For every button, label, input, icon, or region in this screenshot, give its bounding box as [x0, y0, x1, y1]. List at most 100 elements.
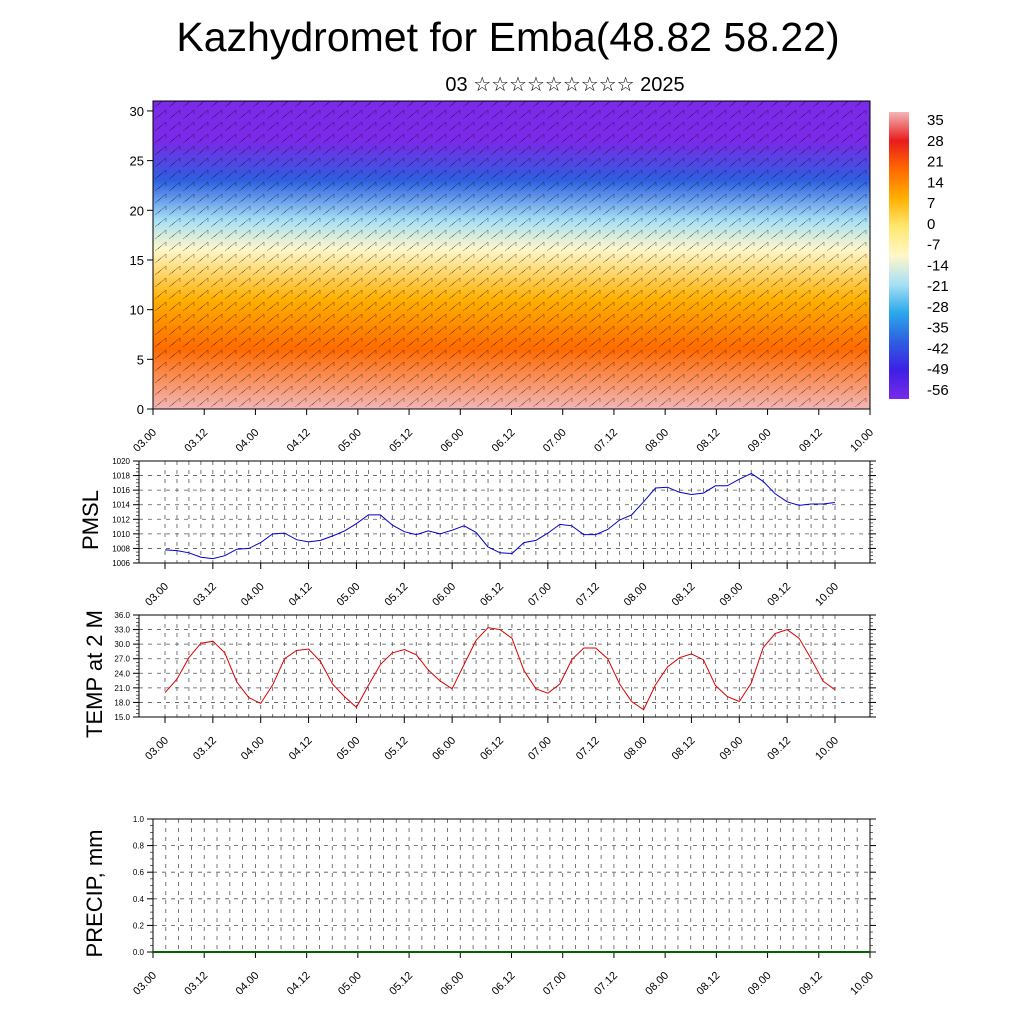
- colorbar-gradient: [889, 112, 909, 399]
- y-tick-label: 0.2: [133, 921, 145, 930]
- x-tick-label: 07.12: [592, 970, 620, 998]
- profile-x-tick-label: 08.12: [695, 427, 723, 455]
- x-tick-label: 05.00: [335, 581, 363, 609]
- profile-x-axis: 03.00 03.12 04.00 04.12 05.00 05.12 06.00 06.12…: [131, 409, 876, 455]
- x-tick-label: 09.00: [746, 970, 774, 998]
- x-tick-label: 03.00: [143, 581, 171, 609]
- y-axis-label: PMSL: [78, 490, 103, 550]
- x-tick-label: 07.12: [574, 735, 602, 763]
- x-tick-label: 07.12: [574, 581, 602, 609]
- y-tick-label: 1018: [112, 472, 130, 481]
- x-tick-label: 07.00: [541, 970, 569, 998]
- precip-panel: 0.0 0.2 0.4 0.6 0.8 1.0 03.00 03.12 04.00 04.12 05…: [82, 815, 876, 998]
- plot-frame: [138, 614, 871, 718]
- profile-y-tick-label: 30: [130, 104, 144, 119]
- profile-x-tick-label: 09.12: [797, 427, 825, 455]
- x-tick-label: 03.00: [131, 970, 159, 998]
- colorbar-label: -21: [927, 278, 949, 295]
- x-tick-label: 04.12: [287, 581, 315, 609]
- x-tick-label: 06.12: [478, 581, 506, 609]
- plot-frame: [138, 460, 871, 564]
- page-subtitle: 03 ☆☆☆☆☆☆☆☆☆ 2025: [445, 74, 685, 96]
- x-tick-label: 04.00: [239, 581, 267, 609]
- profile-x-tick-label: 05.12: [387, 427, 415, 455]
- y-axis-label: TEMP at 2 M: [82, 610, 107, 738]
- colorbar-label: -42: [927, 340, 949, 357]
- profile-y-tick-label: 25: [130, 154, 144, 169]
- x-tick-label: 10.00: [848, 970, 876, 998]
- colorbar-label: 14: [927, 174, 944, 191]
- profile-x-tick-label: 04.00: [234, 427, 262, 455]
- x-tick-label: 08.00: [622, 735, 650, 763]
- colorbar-label: 35: [927, 112, 944, 129]
- x-tick-label: 10.00: [813, 735, 841, 763]
- profile-x-tick-label: 06.12: [490, 427, 518, 455]
- y-tick-label: 1010: [112, 530, 130, 539]
- colorbar-label: 7: [927, 195, 935, 212]
- y-tick-label: 0.4: [133, 895, 145, 904]
- x-tick-label: 03.00: [143, 735, 171, 763]
- x-tick-label: 06.12: [490, 970, 518, 998]
- x-tick-label: 09.00: [717, 581, 745, 609]
- y-tick-label: 1014: [112, 501, 130, 510]
- profile-x-tick-label: 03.12: [182, 427, 210, 455]
- profile-x-tick-label: 06.00: [438, 427, 466, 455]
- y-tick-label: 1012: [112, 515, 130, 524]
- x-tick-label: 03.12: [182, 970, 210, 998]
- colorbar-label: -14: [927, 257, 949, 274]
- x-tick-label: 07.00: [526, 735, 554, 763]
- y-tick-label: 1016: [112, 486, 130, 495]
- y-tick-label: 30.0: [114, 640, 130, 649]
- profile-y-tick-label: 10: [130, 303, 144, 318]
- profile-x-tick-label: 08.00: [643, 427, 671, 455]
- profile-x-tick-label: 10.00: [848, 427, 876, 455]
- x-tick-label: 03.12: [191, 735, 219, 763]
- temp-panel: 15.0 18.0 21.0 24.0 27.0 30.0 33.0 36.0 03.00 03.…: [82, 610, 876, 763]
- x-tick-label: 05.00: [336, 970, 364, 998]
- profile-x-tick-label: 03.00: [131, 427, 159, 455]
- x-tick-label: 08.00: [643, 970, 671, 998]
- colorbar-label: -56: [927, 382, 949, 399]
- profile-x-tick-label: 04.12: [285, 427, 313, 455]
- profile-y-axis: 0 5 10 15 20 25 30: [130, 104, 153, 417]
- x-tick-label: 06.00: [430, 581, 458, 609]
- colorbar-label: -7: [927, 237, 940, 254]
- colorbar-labels: 35 28 21 14 7 0 -7 -14 -21 -28 -35 -42 -49 -56: [927, 112, 949, 399]
- colorbar-label: -35: [927, 320, 949, 337]
- colorbar-label: -49: [927, 361, 949, 378]
- y-tick-label: 1.0: [133, 815, 145, 824]
- x-tick-label: 09.00: [717, 735, 745, 763]
- x-tick-label: 04.00: [234, 970, 262, 998]
- page-title: Kazhydromet for Emba(48.82 58.22): [176, 14, 840, 60]
- x-tick-label: 08.12: [670, 581, 698, 609]
- profile-x-tick-label: 07.00: [541, 427, 569, 455]
- y-tick-label: 21.0: [114, 684, 130, 693]
- profile-y-tick-label: 5: [137, 352, 144, 367]
- y-axis-label: PRECIP, mm: [82, 830, 107, 958]
- series-line: [164, 627, 836, 711]
- colorbar-label: 0: [927, 216, 935, 233]
- x-tick-label: 06.12: [478, 735, 506, 763]
- profile-y-tick-label: 0: [137, 402, 144, 417]
- profile-x-tick-label: 09.00: [746, 427, 774, 455]
- profile-x-tick-label: 05.00: [336, 427, 364, 455]
- y-tick-label: 27.0: [114, 655, 130, 664]
- x-tick-label: 04.00: [239, 735, 267, 763]
- x-tick-label: 03.12: [191, 581, 219, 609]
- x-tick-label: 10.00: [813, 581, 841, 609]
- colorbar-label: 28: [927, 133, 944, 150]
- y-tick-label: 36.0: [114, 611, 130, 620]
- colorbar-label: -28: [927, 299, 949, 316]
- y-tick-label: 18.0: [114, 698, 130, 707]
- y-tick-label: 1020: [112, 457, 130, 466]
- colorbar-label: 21: [927, 154, 944, 171]
- y-tick-label: 0.6: [133, 868, 145, 877]
- x-tick-label: 07.00: [526, 581, 554, 609]
- series-line: [164, 472, 836, 560]
- x-tick-label: 09.12: [765, 581, 793, 609]
- x-tick-label: 04.12: [287, 735, 315, 763]
- y-tick-label: 1008: [112, 544, 130, 553]
- colorbar: 35 28 21 14 7 0 -7 -14 -21 -28 -35 -42 -49 -56: [889, 112, 949, 399]
- y-tick-label: 24.0: [114, 669, 130, 678]
